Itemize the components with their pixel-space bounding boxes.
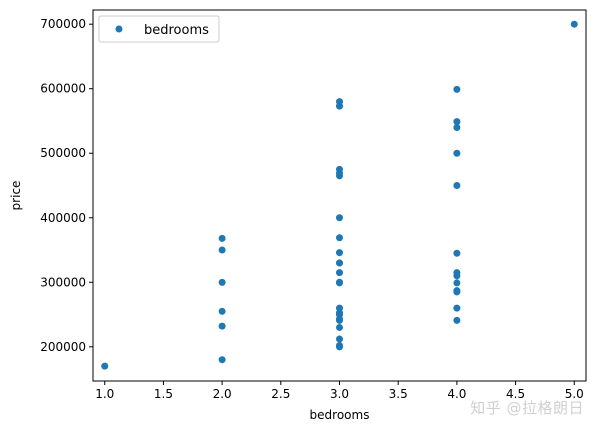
y-tick-label: 400000 <box>40 211 86 225</box>
axes: 1.0 1.5 2.0 2.5 3.0 3.5 4.0 4.5 5.0 200000 300000 4… <box>40 9 587 401</box>
data-point <box>336 249 343 257</box>
data-point <box>453 316 461 324</box>
legend-label: bedrooms <box>144 23 209 38</box>
data-point <box>570 20 578 28</box>
y-tick-label: 300000 <box>40 275 86 289</box>
y-tick-label: 500000 <box>40 146 86 160</box>
data-point <box>453 123 461 131</box>
data-point <box>218 246 226 254</box>
data-point <box>336 214 343 222</box>
data-point <box>453 279 461 287</box>
legend: bedrooms <box>98 15 220 43</box>
data-point <box>336 279 343 287</box>
data-point <box>453 272 461 280</box>
x-tick-label: 4.5 <box>506 387 525 401</box>
data-point <box>336 269 343 277</box>
x-tick-label: 3.0 <box>330 387 349 401</box>
y-tick-label: 600000 <box>40 82 86 96</box>
y-tick-label: 700000 <box>40 17 86 31</box>
x-tick-label: 1.0 <box>95 387 114 401</box>
data-point <box>336 316 343 324</box>
x-tick-label: 2.0 <box>213 387 232 401</box>
data-point <box>218 234 226 242</box>
y-tick-label: 200000 <box>40 340 86 354</box>
x-tick-label: 1.5 <box>154 387 173 401</box>
legend-box <box>98 15 220 43</box>
data-point <box>453 288 461 296</box>
data-point <box>336 335 343 343</box>
x-tick-label: 4.0 <box>447 387 466 401</box>
x-tick-label: 2.5 <box>271 387 290 401</box>
y-axis-label: price <box>9 181 23 211</box>
data-point <box>336 234 343 242</box>
data-point <box>218 322 226 330</box>
data-point <box>453 85 461 93</box>
data-point <box>453 118 461 126</box>
data-point <box>101 362 109 370</box>
data-point <box>336 323 343 331</box>
plot-marks <box>101 20 578 370</box>
data-point <box>453 249 461 257</box>
data-point <box>453 304 461 312</box>
legend-marker <box>115 25 123 33</box>
data-point <box>218 278 226 286</box>
data-point <box>453 149 461 157</box>
watermark-text: 知乎 @拉格朗日 <box>470 399 584 417</box>
x-tick-label: 5.0 <box>565 387 584 401</box>
x-axis-label: bedrooms <box>310 408 370 422</box>
data-point <box>218 307 226 315</box>
data-point <box>453 182 461 189</box>
data-point <box>336 343 343 351</box>
data-point <box>336 259 343 267</box>
data-point <box>336 172 343 180</box>
x-tick-label: 3.5 <box>389 387 408 401</box>
data-point <box>218 356 226 364</box>
data-point <box>336 102 343 110</box>
